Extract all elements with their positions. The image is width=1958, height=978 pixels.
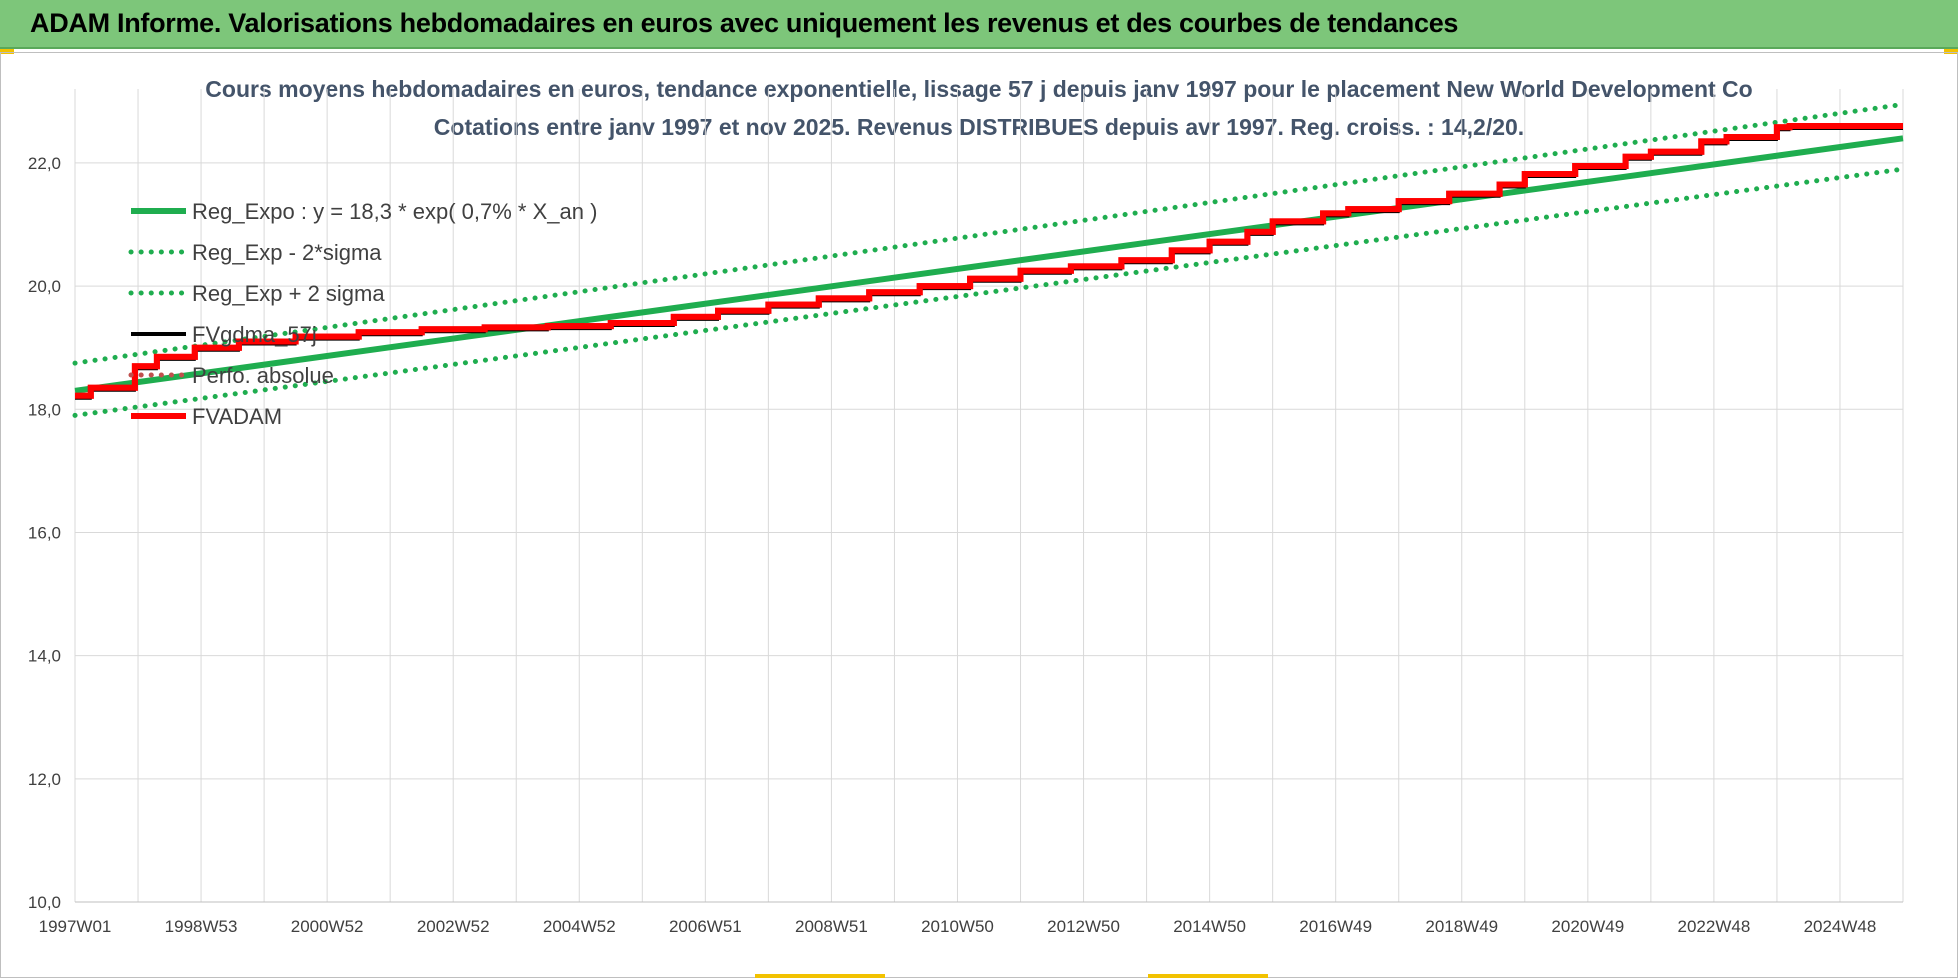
- legend: Reg_Expo : y = 18,3 * exp( 0,7% * X_an )…: [128, 199, 597, 429]
- y-tick-label: 16,0: [28, 523, 61, 542]
- y-tick-label: 10,0: [28, 893, 61, 912]
- bottom-marker: [755, 974, 885, 978]
- legend-label: Reg_Exp + 2 sigma: [192, 281, 385, 306]
- x-tick-label: 2022W48: [1678, 917, 1751, 936]
- x-tick-label: 1998W53: [165, 917, 238, 936]
- legend-label: FVgdma_57j: [192, 322, 317, 347]
- legend-label: Reg_Expo : y = 18,3 * exp( 0,7% * X_an ): [192, 199, 597, 224]
- x-tick-label: 2002W52: [417, 917, 490, 936]
- x-tick-label: 2008W51: [795, 917, 868, 936]
- series-layer: [72, 101, 1906, 418]
- corner-marker-right: [1944, 49, 1958, 54]
- legend-label: Perfo. absolue: [192, 363, 334, 388]
- legend-label: Reg_Exp - 2*sigma: [192, 240, 382, 265]
- axis-ticks: 10,0 12,0 14,0 16,0 18,0 20,0 22,0 1997W01 1998W…: [28, 154, 1876, 936]
- bottom-marker: [1148, 974, 1268, 978]
- series-line: [74, 135, 1904, 394]
- x-tick-label: 2020W49: [1551, 917, 1624, 936]
- x-tick-label: 2016W49: [1299, 917, 1372, 936]
- y-tick-label: 22,0: [28, 154, 61, 173]
- y-tick-label: 20,0: [28, 277, 61, 296]
- y-tick-label: 18,0: [28, 400, 61, 419]
- legend-label: FVADAM: [192, 404, 282, 429]
- grid: [74, 89, 1904, 903]
- y-tick-label: 14,0: [28, 647, 61, 666]
- chart-svg: Cours moyens hebdomadaires en euros, ten…: [28, 76, 1906, 936]
- header-bar: ADAM Informe. Valorisations hebdomadaire…: [0, 0, 1958, 49]
- x-tick-label: 2000W52: [291, 917, 364, 936]
- x-tick-label: 2024W48: [1804, 917, 1877, 936]
- x-tick-label: 2010W50: [921, 917, 994, 936]
- chart-area: Cours moyens hebdomadaires en euros, ten…: [0, 52, 1958, 978]
- series-line: [75, 123, 1903, 399]
- page-title: ADAM Informe. Valorisations hebdomadaire…: [30, 8, 1459, 38]
- y-tick-label: 12,0: [28, 770, 61, 789]
- corner-marker-left: [0, 49, 14, 54]
- chart-title: Cours moyens hebdomadaires en euros, ten…: [205, 76, 1752, 102]
- series-line: [72, 166, 1906, 418]
- x-tick-label: 2006W51: [669, 917, 742, 936]
- x-tick-label: 1997W01: [39, 917, 112, 936]
- chart-subtitle: Cotations entre janv 1997 et nov 2025. R…: [434, 114, 1524, 140]
- series-line: [72, 101, 1906, 366]
- x-tick-label: 2018W49: [1425, 917, 1498, 936]
- x-tick-label: 2004W52: [543, 917, 616, 936]
- x-tick-label: 2012W50: [1047, 917, 1120, 936]
- x-tick-label: 2014W50: [1173, 917, 1246, 936]
